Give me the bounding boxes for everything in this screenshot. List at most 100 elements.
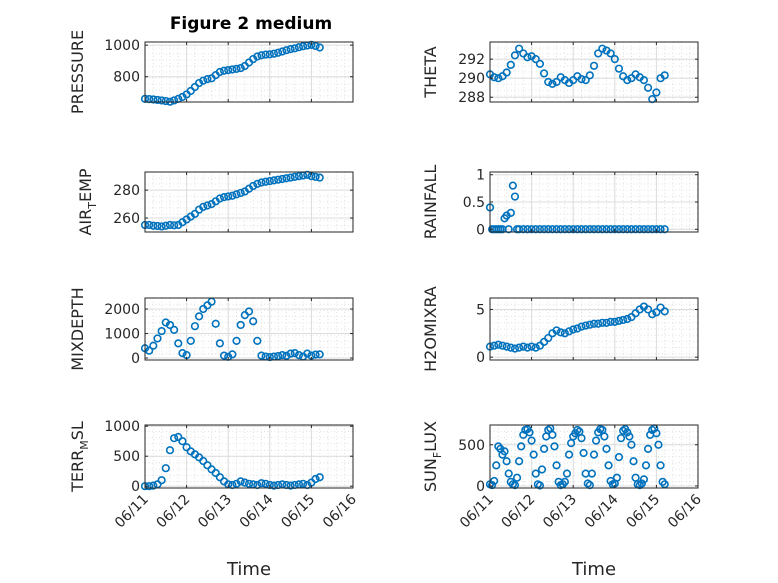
data-point [500, 447, 509, 456]
data-point [577, 225, 586, 234]
data-point [153, 334, 162, 343]
data-point [556, 328, 565, 337]
data-point [211, 468, 220, 478]
data-point [535, 481, 545, 490]
data-point [652, 225, 661, 234]
data-point [261, 177, 270, 186]
y-tick-label: 500 [113, 449, 140, 465]
data-point [612, 473, 621, 482]
data-point [643, 444, 653, 453]
data-point [261, 479, 270, 488]
data-point [552, 225, 561, 234]
data-point [591, 436, 601, 445]
data-point [589, 450, 599, 459]
data-point [594, 49, 603, 58]
data-point [311, 350, 320, 359]
y-tick-label: 0 [476, 222, 485, 238]
data-point [515, 44, 524, 53]
data-point [594, 225, 603, 234]
subplot-mixdepth: 0 1000 2000 MIXDEPTH [68, 287, 354, 371]
y-axis-label-base: RAINFALL [421, 165, 440, 240]
data-point [517, 442, 526, 451]
subplot-rainfall: 0 0.5 1 RAINFALL [421, 165, 699, 240]
data-point [537, 465, 547, 474]
x-tick-label: 06/12 [499, 492, 539, 532]
data-point [490, 476, 499, 486]
data-point [585, 320, 594, 329]
y-tick-label: 0.5 [463, 195, 485, 211]
y-axis-label-tail: SL [68, 421, 87, 440]
data-point [311, 172, 320, 181]
data-point [492, 461, 501, 470]
data-point [539, 225, 549, 234]
subplot-pressure: 800 1000 PRESSURE [68, 30, 354, 114]
data-point [535, 59, 545, 69]
data-point [610, 225, 619, 234]
data-point [157, 326, 166, 336]
data-point [548, 79, 557, 89]
data-point [604, 461, 613, 470]
y-tick-label: 0 [476, 479, 485, 495]
data-point [506, 60, 515, 69]
data-point [244, 307, 254, 316]
y-tick-label: 1000 [104, 38, 140, 54]
x-axis-label: Time [571, 559, 616, 580]
y-axis-label: RAINFALL [421, 165, 440, 240]
data-point [170, 325, 179, 334]
subplot-theta: 288 290 292 THETA [421, 41, 699, 106]
data-point [569, 325, 578, 334]
data-point [550, 442, 559, 451]
y-tick-label: 0 [131, 351, 140, 367]
data-point [311, 41, 320, 51]
data-point [548, 225, 557, 234]
data-point [219, 193, 229, 202]
data-point [315, 173, 324, 182]
data-point [531, 343, 540, 352]
data-point [236, 188, 245, 198]
data-point [544, 77, 553, 87]
data-point [203, 461, 212, 470]
data-point [170, 96, 179, 105]
plot-area [490, 425, 698, 488]
data-point [564, 327, 574, 336]
data-point [560, 225, 569, 234]
data-point [508, 181, 517, 190]
data-point [587, 469, 597, 478]
data-point [614, 225, 624, 234]
data-point [639, 475, 649, 484]
data-point [606, 225, 615, 234]
data-point [199, 456, 208, 466]
data-point [294, 350, 304, 360]
y-axis-label: PRESSURE [68, 30, 87, 114]
data-point [232, 190, 241, 199]
data-point [215, 339, 224, 348]
figure-title: Figure 2 medium [170, 14, 332, 34]
y-axis-label-base: H2OMIXRA [421, 286, 440, 372]
y-axis-label-tail: LUX [421, 421, 440, 452]
data-point [261, 50, 270, 59]
data-point [236, 63, 245, 73]
data-point [606, 49, 615, 58]
data-point [560, 477, 569, 486]
data-point [224, 192, 233, 201]
data-point [174, 432, 183, 442]
data-point [257, 351, 266, 360]
data-point [515, 225, 524, 234]
data-point [614, 64, 624, 73]
data-point [531, 469, 540, 478]
data-point [215, 473, 224, 482]
y-tick-label: 292 [458, 52, 485, 68]
data-point [282, 174, 291, 183]
data-point [178, 437, 187, 446]
data-point [269, 481, 279, 490]
subplot-sunflux: 0 500 SUNFLUX 06/11 06/12 06/13 06/14 06/15 06/1… [421, 421, 705, 580]
data-point [315, 473, 324, 482]
data-point [502, 68, 511, 77]
data-point [294, 172, 304, 181]
data-point [278, 350, 287, 360]
data-point [294, 43, 304, 52]
data-point [660, 225, 669, 234]
data-point [531, 225, 540, 234]
data-point [278, 174, 287, 184]
